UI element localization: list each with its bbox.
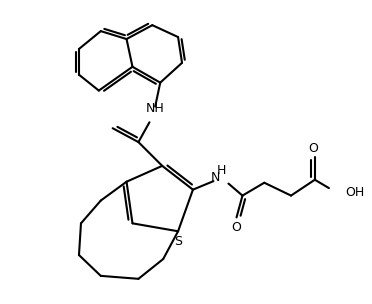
Text: N: N bbox=[211, 171, 221, 184]
Text: O: O bbox=[308, 142, 318, 154]
Text: O: O bbox=[232, 221, 241, 234]
Text: S: S bbox=[174, 235, 182, 248]
Text: H: H bbox=[217, 164, 226, 177]
Text: OH: OH bbox=[346, 186, 365, 199]
Text: NH: NH bbox=[146, 102, 165, 115]
